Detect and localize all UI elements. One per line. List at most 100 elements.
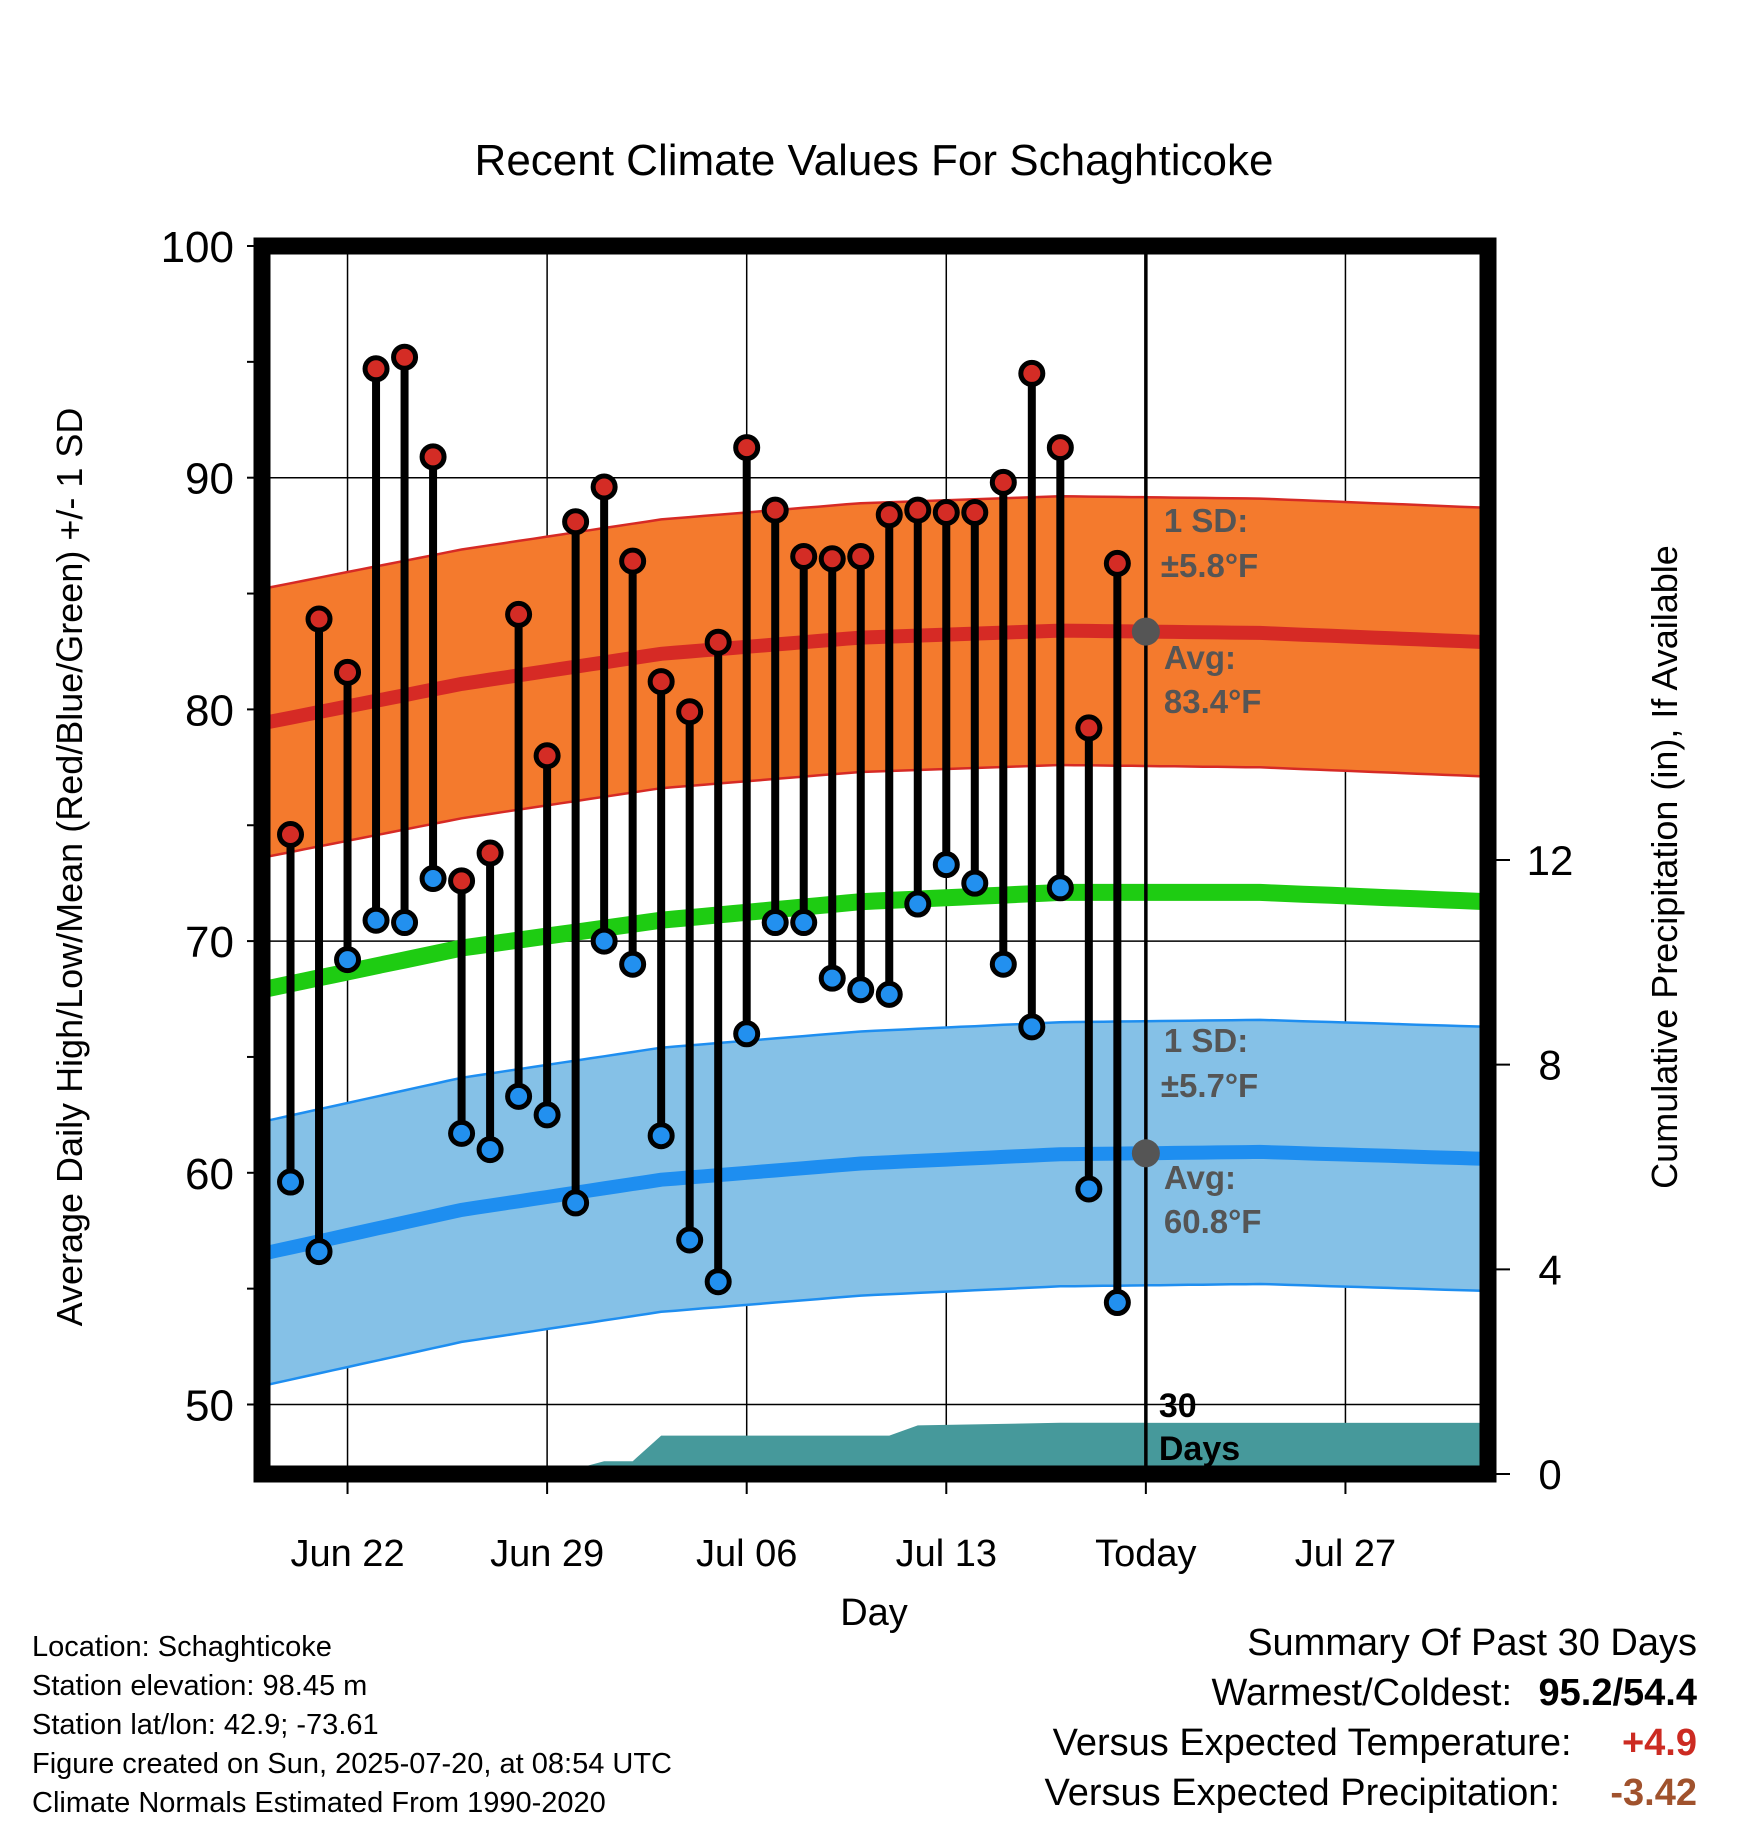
y-right-tick-label: 8 [1538,1042,1561,1089]
daily-low-point [419,865,447,893]
summary-temp-row: Versus Expected Temperature: +4.9 [1045,1722,1697,1772]
high-sd-band [262,496,1488,858]
y-tick-label: 50 [185,1381,234,1430]
y-tick-label: 90 [185,455,234,504]
x-tick-label: Jul 13 [896,1533,997,1575]
daily-high-point [1075,714,1103,742]
y-right-tick-label: 12 [1527,837,1574,884]
daily-high-point [1018,359,1046,387]
plot-frame [253,237,1497,1483]
high-sd-lower-edge [261,763,1489,859]
daily-low-point [761,909,789,937]
daily-high-point [790,542,818,570]
daily-high-point [619,547,647,575]
daily-high-point [334,658,362,686]
y-tick-label: 60 [185,1150,234,1199]
daily-low-point [818,964,846,992]
daily-low-point [875,980,903,1008]
high-avg-marker [1131,617,1160,646]
daily-low-point [647,1122,675,1150]
high-avg-label: Avg: [1164,639,1236,676]
daily-high-point [391,343,419,371]
warm-cold-label: Warmest/Coldest: [1211,1672,1513,1714]
daily-high-point [419,443,447,471]
daily-high-point [533,742,561,770]
daily-high-point [932,498,960,526]
summary-title: Summary Of Past 30 Days [1247,1622,1697,1664]
daily-high-point [818,545,846,573]
daily-low-point [619,950,647,978]
precip-value: -3.42 [1610,1772,1697,1814]
daily-high-point [505,600,533,628]
daily-low-point [1103,1289,1131,1317]
daily-low-point [904,890,932,918]
x-axis-label: Day [840,1592,908,1634]
daily-low-point [790,909,818,937]
high-sd-upper-edge [261,494,1489,591]
daily-low-point [505,1082,533,1110]
daily-high-point [362,355,390,383]
daily-high-point [704,628,732,656]
daily-high-point [847,542,875,570]
cumulative-precip-area [262,1422,1146,1474]
daily-low-point [590,927,618,955]
daily-high-point [1103,549,1131,577]
daily-low-point [1046,874,1074,902]
footer-location: Location: Schaghticoke [32,1631,332,1663]
normal-mean-line [260,883,1489,999]
daily-high-point [590,473,618,501]
temp-value: +4.9 [1621,1722,1697,1764]
daily-low-point [362,906,390,934]
high-sd-value: ±5.8°F [1161,547,1258,584]
daily-low-point [733,1020,761,1048]
daily-high-point [875,501,903,529]
daily-low-point [676,1226,704,1254]
summary-panel: Summary Of Past 30 Days Warmest/Coldest:… [1045,1622,1697,1822]
daily-low-point [533,1101,561,1129]
daily-high-point [448,867,476,895]
summary-precip-row: Versus Expected Precipitation: -3.42 [1045,1772,1697,1822]
daily-low-point [391,909,419,937]
normal-low-line [260,1144,1489,1261]
temp-label: Versus Expected Temperature: [1052,1722,1572,1764]
daily-high-point [989,468,1017,496]
high-sd-label: 1 SD: [1164,502,1248,539]
precip-area-extension [1145,1422,1488,1474]
x-tick-label: Jul 27 [1295,1533,1396,1575]
high-avg-value: 83.4°F [1164,683,1262,720]
low-sd-label: 1 SD: [1164,1022,1248,1059]
x-tick-label: Jun 22 [290,1533,404,1575]
window-label-days-count: 30 [1159,1387,1197,1425]
daily-low-point [277,1168,305,1196]
daily-high-point [1046,434,1074,462]
low-sd-lower-edge [261,1282,1489,1388]
y-axis-label: Average Daily High/Low/Mean (Red/Blue/Gr… [49,408,90,1327]
warm-cold-value: 95.2/54.4 [1538,1672,1697,1714]
x-tick-label: Today [1095,1533,1196,1575]
daily-high-point [476,839,504,867]
y-tick-label: 100 [161,223,234,272]
daily-low-point [562,1189,590,1217]
y-right-tick-label: 0 [1538,1451,1561,1498]
daily-low-point [989,950,1017,978]
daily-low-point [476,1136,504,1164]
x-tick-label: Jul 06 [696,1533,797,1575]
daily-high-point [676,698,704,726]
low-avg-marker [1131,1139,1160,1168]
low-sd-upper-edge [261,1018,1489,1124]
daily-high-point [733,434,761,462]
daily-low-point [1075,1175,1103,1203]
precip-label: Versus Expected Precipitation: [1044,1772,1560,1814]
footer-latlon: Station lat/lon: 42.9; -73.61 [32,1709,379,1741]
daily-low-point [448,1119,476,1147]
footer-normals: Climate Normals Estimated From 1990-2020 [32,1787,606,1819]
daily-high-point [305,605,333,633]
summary-warm-cold-row: Warmest/Coldest: 95.2/54.4 [1045,1672,1698,1722]
y-tick-label: 80 [185,686,234,735]
normal-high-line [260,623,1489,731]
x-tick-label: Jun 29 [490,1533,604,1575]
low-sd-band [262,1019,1488,1386]
y-axis-label-right: Cumulative Precipitation (in), If Availa… [1644,545,1685,1189]
window-label-days-word: Days [1159,1430,1240,1468]
